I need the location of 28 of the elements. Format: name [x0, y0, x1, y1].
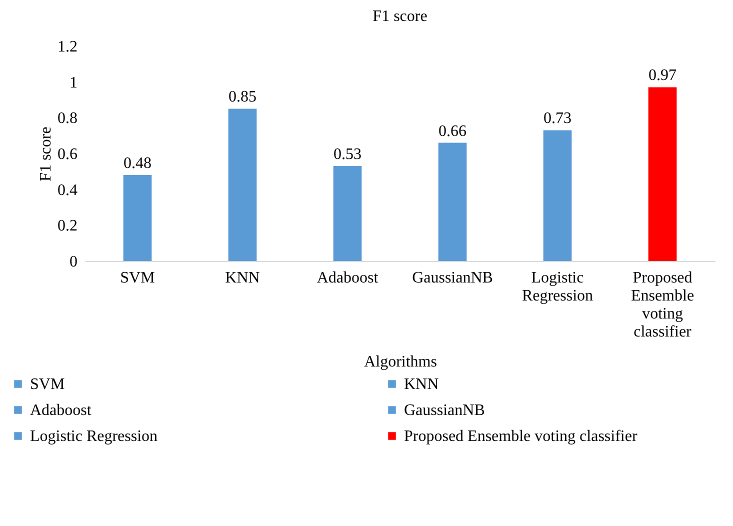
data-label: 0.85: [228, 88, 256, 106]
y-tick-label: 0.6: [58, 146, 78, 163]
legend-label: Proposed Ensemble voting classifier: [404, 428, 638, 445]
chart-title: F1 score: [372, 8, 428, 25]
y-axis-title: F1 score: [38, 126, 54, 182]
y-tick-label: 0: [70, 254, 78, 270]
x-tick-label: GaussianNB: [412, 270, 493, 286]
x-tick-label: Logistic Regression: [522, 270, 594, 304]
data-label: 0.53: [334, 146, 362, 164]
data-label: 0.73: [544, 110, 572, 128]
x-tick-label: KNN: [225, 270, 260, 286]
legend-label: GaussianNB: [404, 402, 485, 419]
legend-label: Adaboost: [30, 402, 92, 419]
x-tick-label: Adaboost: [316, 270, 379, 286]
y-tick-label: 1.2: [58, 38, 78, 56]
y-tick-label: 0.4: [58, 182, 78, 199]
x-tick-label: SVM: [120, 270, 155, 286]
data-label: 0.97: [648, 67, 676, 84]
data-label: 0.48: [124, 155, 152, 172]
y-tick-label: 0.8: [58, 110, 78, 128]
y-tick-label: 1: [70, 74, 78, 92]
legend-label: SVM: [30, 376, 65, 393]
y-tick-label: 0.2: [58, 218, 78, 235]
legend-label: KNN: [404, 376, 440, 393]
legend-label: Logistic Regression: [30, 428, 158, 445]
x-axis-title: Algorithms: [364, 354, 437, 370]
x-tick-label: Proposed Ensemble voting classifier: [630, 270, 694, 340]
data-label: 0.66: [438, 122, 466, 140]
